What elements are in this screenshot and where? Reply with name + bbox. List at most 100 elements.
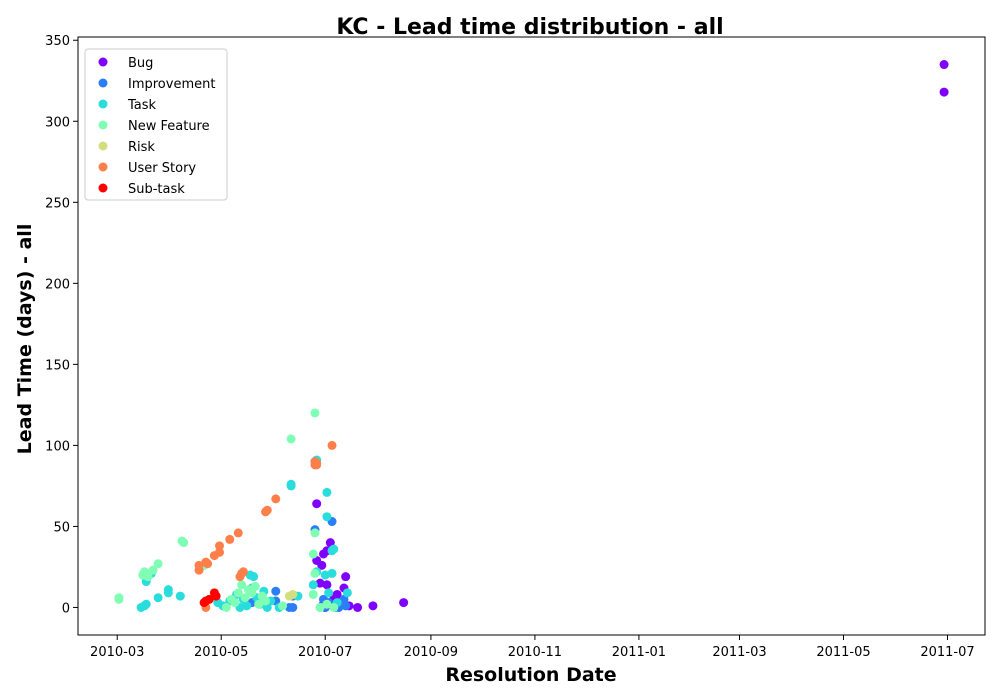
legend-marker — [98, 57, 108, 67]
data-point — [226, 594, 236, 604]
legend-marker — [98, 183, 108, 193]
y-tick-label: 300 — [45, 115, 70, 130]
data-point — [327, 568, 337, 578]
data-point — [240, 593, 250, 603]
x-tick-label: 2011-05 — [816, 645, 870, 660]
x-tick-label: 2010-11 — [508, 645, 562, 660]
data-point — [939, 60, 949, 70]
data-point — [322, 512, 332, 522]
data-point — [322, 599, 332, 609]
data-point — [368, 601, 378, 611]
y-tick-label: 100 — [45, 439, 70, 454]
data-point — [215, 541, 225, 551]
legend-label: Bug — [128, 56, 153, 71]
data-point — [261, 507, 271, 517]
data-point — [153, 559, 163, 569]
y-tick-label: 50 — [53, 520, 70, 535]
x-tick-label: 2011-07 — [920, 645, 974, 660]
y-tick-label: 350 — [45, 34, 70, 49]
data-point — [237, 580, 247, 590]
legend: Bug Improvement Task New Feature Risk User St… — [84, 48, 228, 201]
data-point — [312, 499, 322, 509]
x-axis-label: Resolution Date — [445, 664, 616, 686]
data-point — [939, 87, 949, 97]
data-point — [249, 572, 259, 582]
data-point — [308, 589, 318, 599]
legend-label: New Feature — [128, 119, 210, 134]
x-axis: 2010-03 2010-05 2010-07 2010-09 2010-11 2011-… — [90, 635, 975, 660]
data-point — [175, 591, 185, 601]
data-point — [308, 580, 318, 590]
legend-marker — [98, 162, 108, 172]
series-user-story — [194, 440, 337, 612]
y-tick-label: 150 — [45, 358, 70, 373]
data-point — [324, 588, 334, 598]
legend-marker — [98, 120, 108, 130]
data-point — [310, 568, 320, 578]
data-point — [143, 572, 153, 582]
data-point — [341, 601, 351, 611]
data-point — [286, 434, 296, 444]
data-point — [114, 593, 124, 603]
data-point — [204, 594, 214, 604]
legend-label: Improvement — [128, 77, 215, 92]
x-tick-label: 2010-03 — [90, 645, 144, 660]
series-sub-task — [199, 588, 221, 608]
data-point — [179, 538, 189, 548]
x-tick-label: 2010-05 — [194, 645, 248, 660]
data-point — [250, 581, 260, 591]
data-point — [225, 534, 235, 544]
data-point — [153, 593, 163, 603]
legend-label: Task — [127, 98, 157, 113]
data-point — [148, 565, 158, 575]
data-point — [271, 494, 281, 504]
data-point — [315, 602, 325, 612]
data-point — [261, 596, 271, 606]
legend-label: Risk — [128, 140, 155, 155]
data-point — [310, 528, 320, 538]
data-point — [233, 528, 243, 538]
data-point — [399, 598, 409, 608]
y-axis-label: Lead Time (days) - all — [14, 224, 36, 455]
data-point — [327, 440, 337, 450]
legend-label: Sub-task — [128, 182, 185, 197]
plot-frame — [77, 36, 986, 636]
x-tick-label: 2011-01 — [612, 645, 666, 660]
data-point — [322, 487, 332, 497]
legend-label: User Story — [128, 161, 196, 176]
data-point — [342, 588, 352, 598]
data-point — [201, 557, 211, 567]
data-point — [221, 602, 231, 612]
data-point — [308, 549, 318, 559]
data-point — [141, 599, 151, 609]
data-point — [278, 601, 288, 611]
data-point — [341, 572, 351, 582]
series-risk — [284, 589, 298, 601]
series-bug — [312, 60, 949, 612]
y-tick-label: 250 — [45, 196, 70, 211]
data-point — [329, 602, 339, 612]
data-point — [211, 591, 221, 601]
data-point — [332, 589, 342, 599]
data-point — [286, 481, 296, 491]
data-point — [284, 591, 294, 601]
x-tick-label: 2011-03 — [712, 645, 766, 660]
data-point — [271, 586, 281, 596]
chart-title: KC - Lead time distribution - all — [336, 15, 723, 40]
y-axis: 0 50 100 150 200 250 300 350 — [45, 34, 78, 616]
data-point — [322, 580, 332, 590]
y-tick-label: 0 — [62, 601, 70, 616]
data-points — [114, 60, 949, 612]
data-point — [317, 560, 327, 570]
data-point — [327, 546, 337, 556]
data-point — [320, 570, 330, 580]
data-point — [353, 602, 363, 612]
data-point — [163, 588, 173, 598]
data-point — [312, 458, 322, 468]
x-tick-label: 2010-09 — [404, 645, 458, 660]
data-point — [209, 551, 219, 561]
data-point — [310, 408, 320, 418]
legend-marker — [98, 99, 108, 109]
data-point — [194, 560, 204, 570]
